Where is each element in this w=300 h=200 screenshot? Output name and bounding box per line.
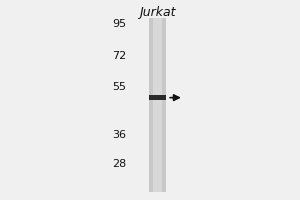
Bar <box>149 18 166 192</box>
Text: 95: 95 <box>112 19 126 29</box>
Bar <box>153 18 162 192</box>
Text: 55: 55 <box>112 82 126 92</box>
Text: 72: 72 <box>112 51 126 61</box>
Text: 28: 28 <box>112 159 126 169</box>
Text: Jurkat: Jurkat <box>139 6 176 19</box>
Bar <box>149 95 166 100</box>
Text: 36: 36 <box>112 130 126 140</box>
